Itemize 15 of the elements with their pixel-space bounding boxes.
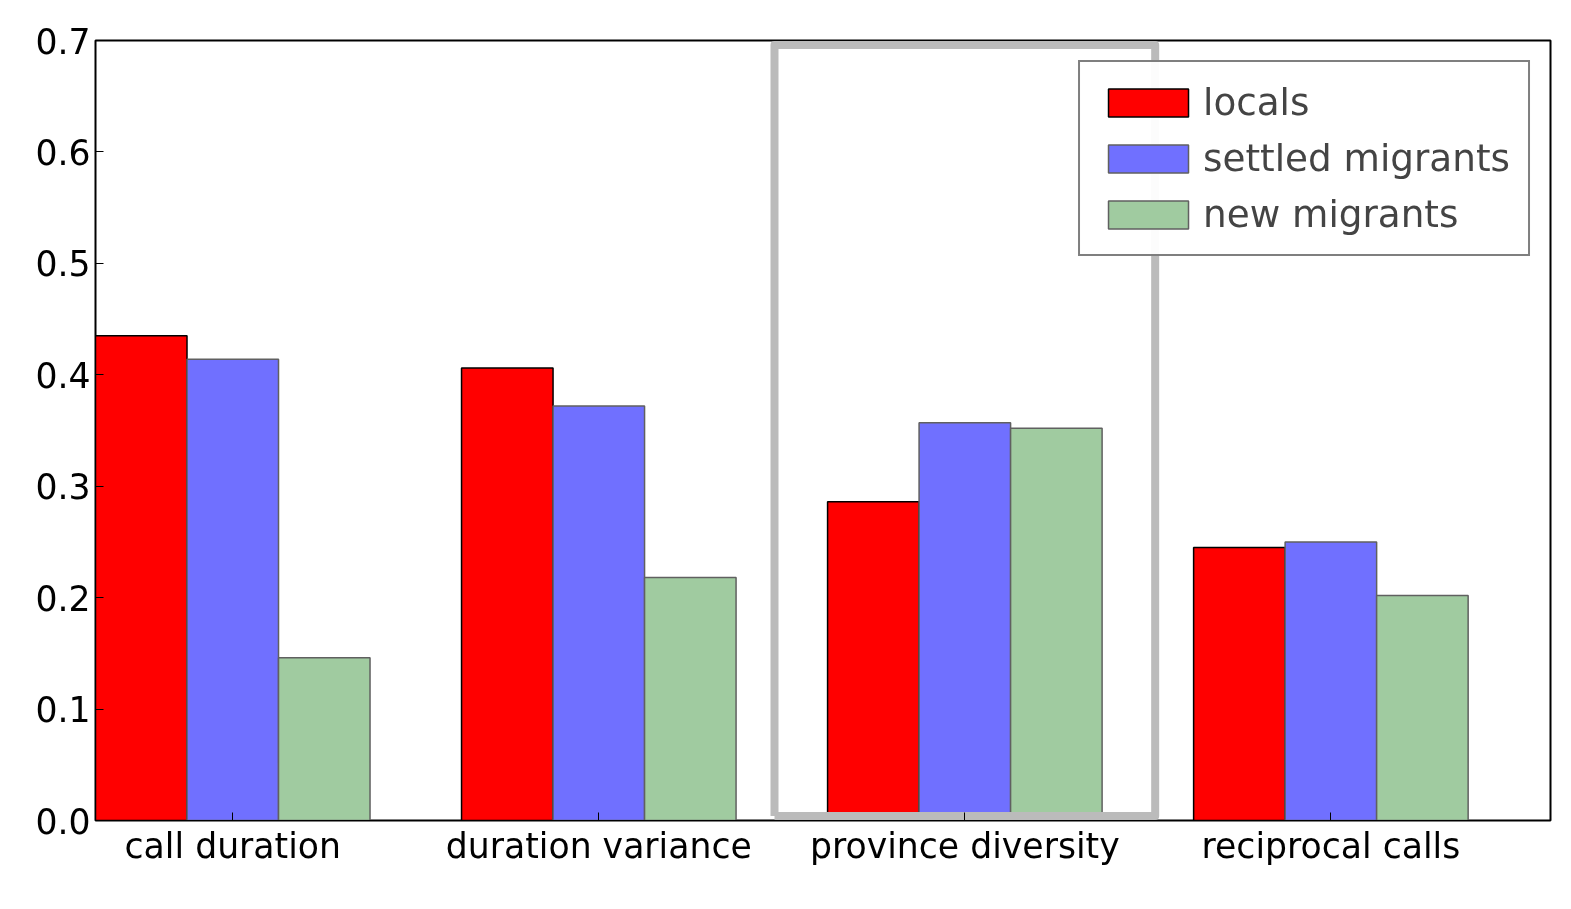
y-tick-label: 0.7 xyxy=(35,21,91,62)
x-tick-label: duration variance xyxy=(445,825,752,866)
x-tick-label: reciprocal calls xyxy=(1201,825,1461,866)
legend-label: settled migrants xyxy=(1203,136,1510,180)
y-tick-label: 0.1 xyxy=(35,690,91,731)
y-tick-label: 0.6 xyxy=(35,132,91,173)
y-tick-label: 0.3 xyxy=(35,467,91,508)
y-tick-label: 0.5 xyxy=(35,244,91,285)
y-tick-label: 0.4 xyxy=(35,355,91,396)
y-tick-label: 0.0 xyxy=(35,801,91,842)
x-tick-label: province diversity xyxy=(810,825,1120,866)
legend-label: locals xyxy=(1203,80,1310,124)
x-tick-label: call duration xyxy=(124,825,341,866)
y-tick-label: 0.2 xyxy=(35,578,91,619)
legend-label: new migrants xyxy=(1203,192,1459,236)
